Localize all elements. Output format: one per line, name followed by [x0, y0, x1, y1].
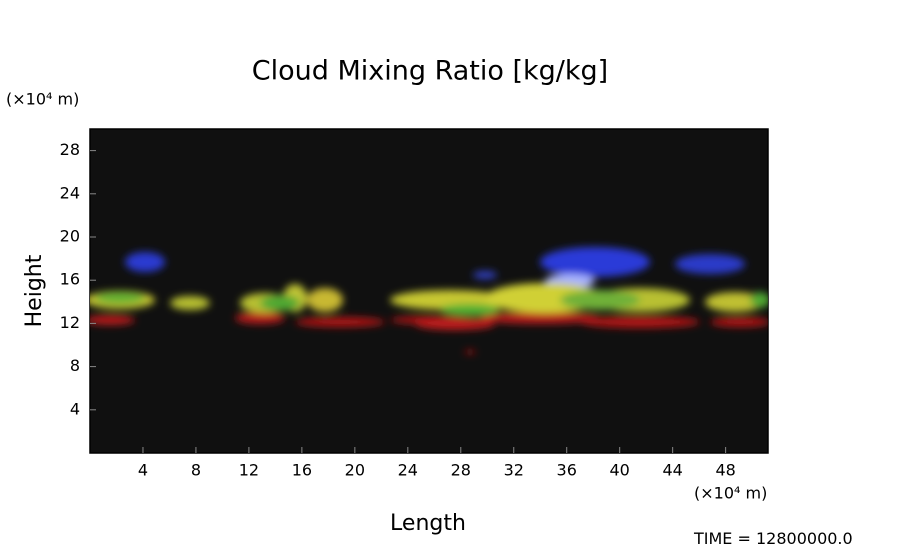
cloud-blob: [480, 312, 600, 324]
y-tick-label: 24: [60, 183, 80, 202]
y-tick-label: 16: [60, 270, 80, 289]
x-tick-label: 16: [292, 461, 312, 480]
x-tick-label: 8: [191, 461, 201, 480]
cloud-blob: [235, 312, 285, 324]
cloud-rendering: [90, 247, 768, 354]
cloud-blob: [675, 254, 745, 274]
cloud-blob: [260, 295, 300, 311]
x-tick-label: 20: [345, 461, 365, 480]
cloud-blob: [473, 271, 497, 279]
x-tick-label: 24: [398, 461, 418, 480]
x-tick-label: 12: [239, 461, 259, 480]
time-label: TIME = 12800000.0: [693, 529, 853, 544]
chart-title: Cloud Mixing Ratio [kg/kg]: [252, 56, 608, 87]
cloud-blob: [560, 290, 640, 310]
x-tick-label: 36: [557, 461, 577, 480]
cloud-blob: [307, 288, 343, 312]
cloud-blob: [295, 317, 385, 327]
cloud-blob: [125, 252, 165, 272]
cloud-blob: [705, 292, 765, 312]
x-axis-label: Length: [390, 511, 466, 536]
y-tick-label: 4: [70, 399, 80, 418]
cloud-blob: [710, 317, 768, 327]
cloud-blob: [580, 316, 700, 328]
x-tick-label: 28: [451, 461, 471, 480]
cloud-blob: [750, 292, 768, 308]
x-tick-label: 48: [715, 461, 735, 480]
y-tick-label: 12: [60, 313, 80, 332]
cloud-blob: [464, 350, 476, 354]
cloud-blob: [440, 304, 500, 316]
y-tick-label: 28: [60, 140, 80, 159]
cloud-blob: [95, 292, 145, 304]
y-unit: (×10⁴ m): [6, 90, 79, 109]
cloud-blob: [415, 318, 495, 330]
y-tick-label: 20: [60, 227, 80, 246]
x-tick-label: 32: [504, 461, 524, 480]
y-tick-label: 8: [70, 356, 80, 375]
x-tick-label: 44: [662, 461, 682, 480]
cloud-blob: [170, 296, 210, 310]
x-tick-label: 40: [610, 461, 630, 480]
x-unit: (×10⁴ m): [694, 484, 767, 503]
cloud-blob: [90, 315, 135, 325]
cloud-blob: [540, 247, 650, 277]
x-tick-label: 4: [138, 461, 148, 480]
y-axis-label: Height: [22, 254, 47, 327]
